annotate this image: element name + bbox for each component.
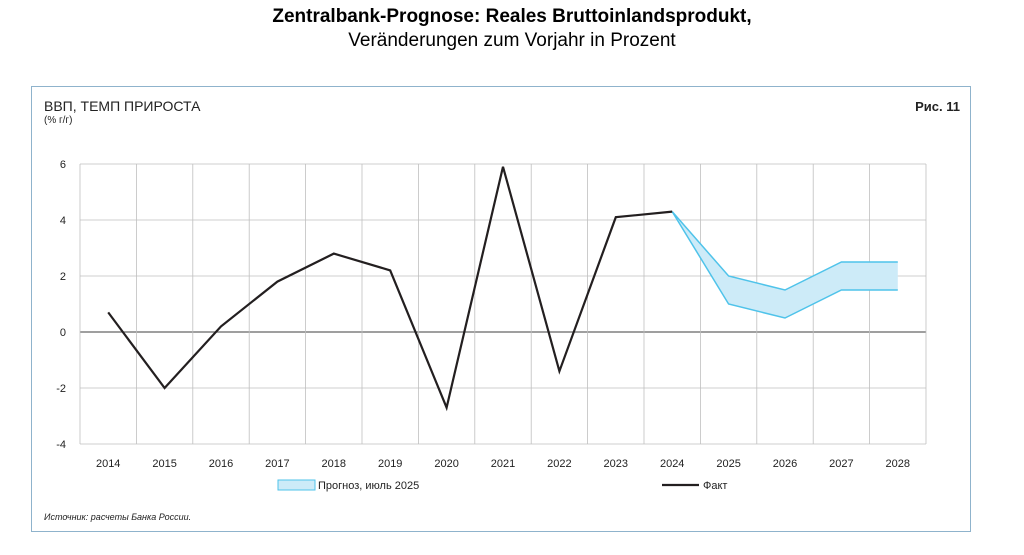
y-tick-label: 6	[60, 159, 66, 171]
legend-label-forecast: Прогноз, июль 2025	[318, 480, 419, 492]
x-tick-label: 2028	[886, 458, 910, 470]
x-tick-label: 2025	[716, 458, 740, 470]
x-tick-label: 2019	[378, 458, 402, 470]
legend-swatch-forecast	[277, 479, 316, 491]
x-tick-label: 2017	[265, 458, 289, 470]
forecast-band	[672, 211, 898, 318]
figure-label: Рис. 11	[915, 99, 960, 114]
x-tick-label: 2027	[829, 458, 853, 470]
page-title: Zentralbank-Prognose: Reales Bruttoinlan…	[272, 6, 752, 27]
forecast-lower-line	[671, 211, 898, 319]
page-subtitle: Veränderungen zum Vorjahr in Prozent	[348, 30, 676, 51]
y-tick-label: -4	[56, 439, 66, 451]
x-tick-label: 2023	[604, 458, 628, 470]
forecast-upper-line	[671, 211, 898, 291]
x-tick-label: 2016	[209, 458, 233, 470]
legend-label-actual: Факт	[703, 480, 727, 492]
y-tick-label: -2	[56, 383, 66, 395]
chart-title: ВВП, ТЕМП ПРИРОСТА	[44, 98, 201, 114]
x-tick-label: 2015	[152, 458, 176, 470]
x-tick-label: 2020	[434, 458, 458, 470]
x-tick-label: 2022	[547, 458, 571, 470]
y-tick-label: 4	[60, 215, 66, 227]
y-tick-label: 2	[60, 271, 66, 283]
chart-unit: (% г/г)	[44, 115, 73, 126]
x-tick-label: 2026	[773, 458, 797, 470]
x-tick-label: 2018	[322, 458, 346, 470]
x-tick-label: 2014	[96, 458, 120, 470]
x-tick-label: 2021	[491, 458, 515, 470]
figure-frame	[31, 86, 971, 532]
y-tick-label: 0	[60, 327, 66, 339]
source-note: Источник: расчеты Банка России.	[44, 512, 192, 522]
x-tick-label: 2024	[660, 458, 684, 470]
